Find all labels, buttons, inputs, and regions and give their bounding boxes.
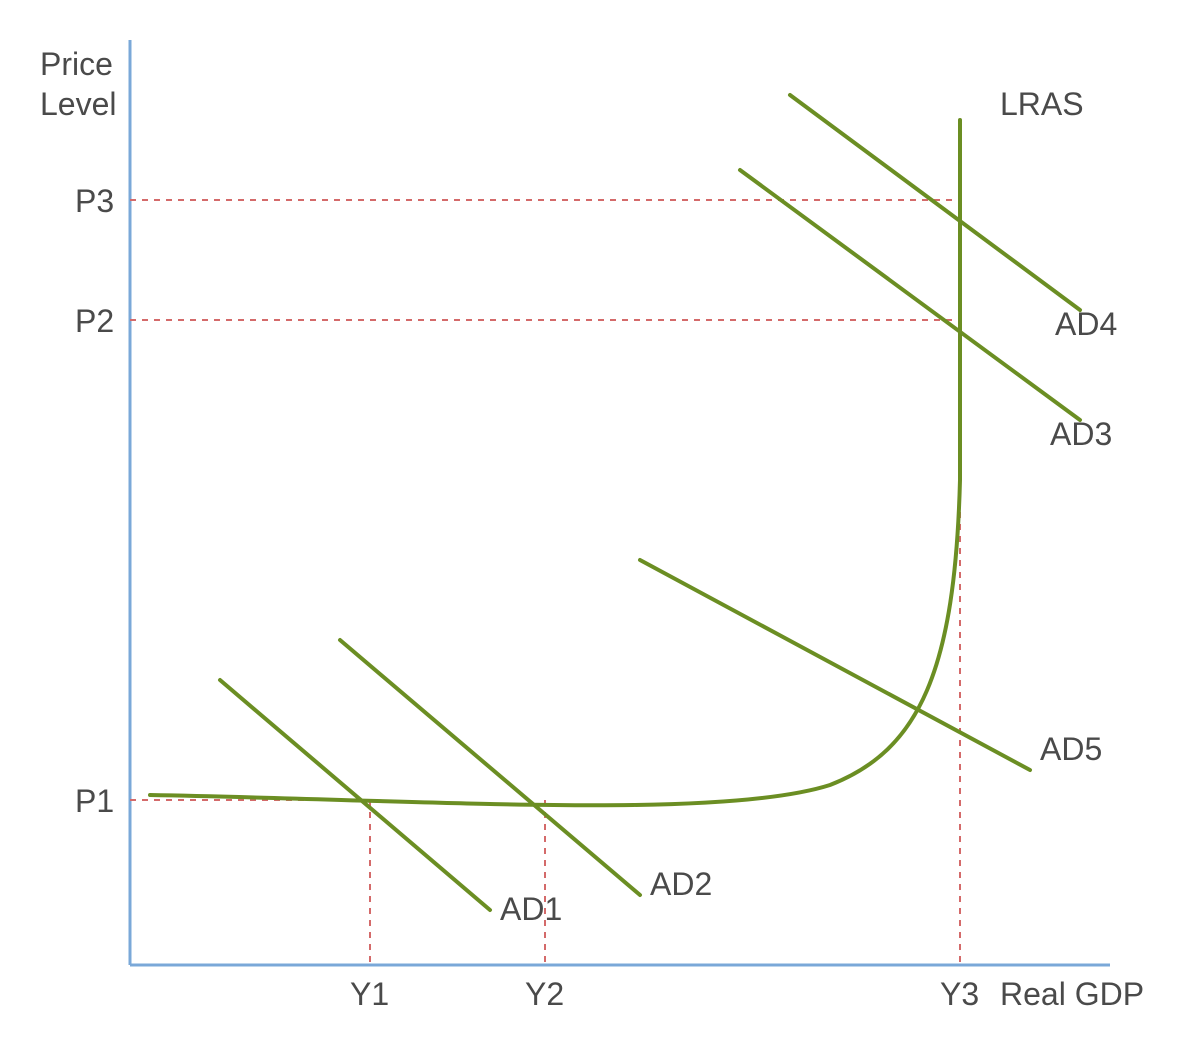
ad-label-ad2: AD2 [650,866,712,902]
ad-line-ad5 [640,560,1030,770]
y-axis-label-line2: Level [40,86,117,122]
ad-line-ad1 [220,680,490,910]
ad-label-ad3: AD3 [1050,416,1112,452]
lras-curve [150,120,960,805]
x-tick-y3: Y3 [940,976,979,1012]
y-tick-p1: P1 [75,783,114,819]
ad-line-ad3 [740,170,1080,420]
y-tick-p2: P2 [75,303,114,339]
ad-label-ad5: AD5 [1040,731,1102,767]
x-tick-y1: Y1 [350,976,389,1012]
y-axis-label-line1: Price [40,46,113,82]
ad-line-ad2 [340,640,640,895]
ad-label-ad1: AD1 [500,891,562,927]
lras-ad-diagram: LRAS AD1 AD2 AD5 AD3 AD4 Price Level Real GDP P1 P… [0,0,1194,1064]
ad-line-ad4 [790,95,1080,310]
y-tick-p3: P3 [75,183,114,219]
lras-label: LRAS [1000,86,1084,122]
x-axis-label: Real GDP [1000,976,1144,1012]
x-tick-y2: Y2 [525,976,564,1012]
ad-label-ad4: AD4 [1055,306,1117,342]
